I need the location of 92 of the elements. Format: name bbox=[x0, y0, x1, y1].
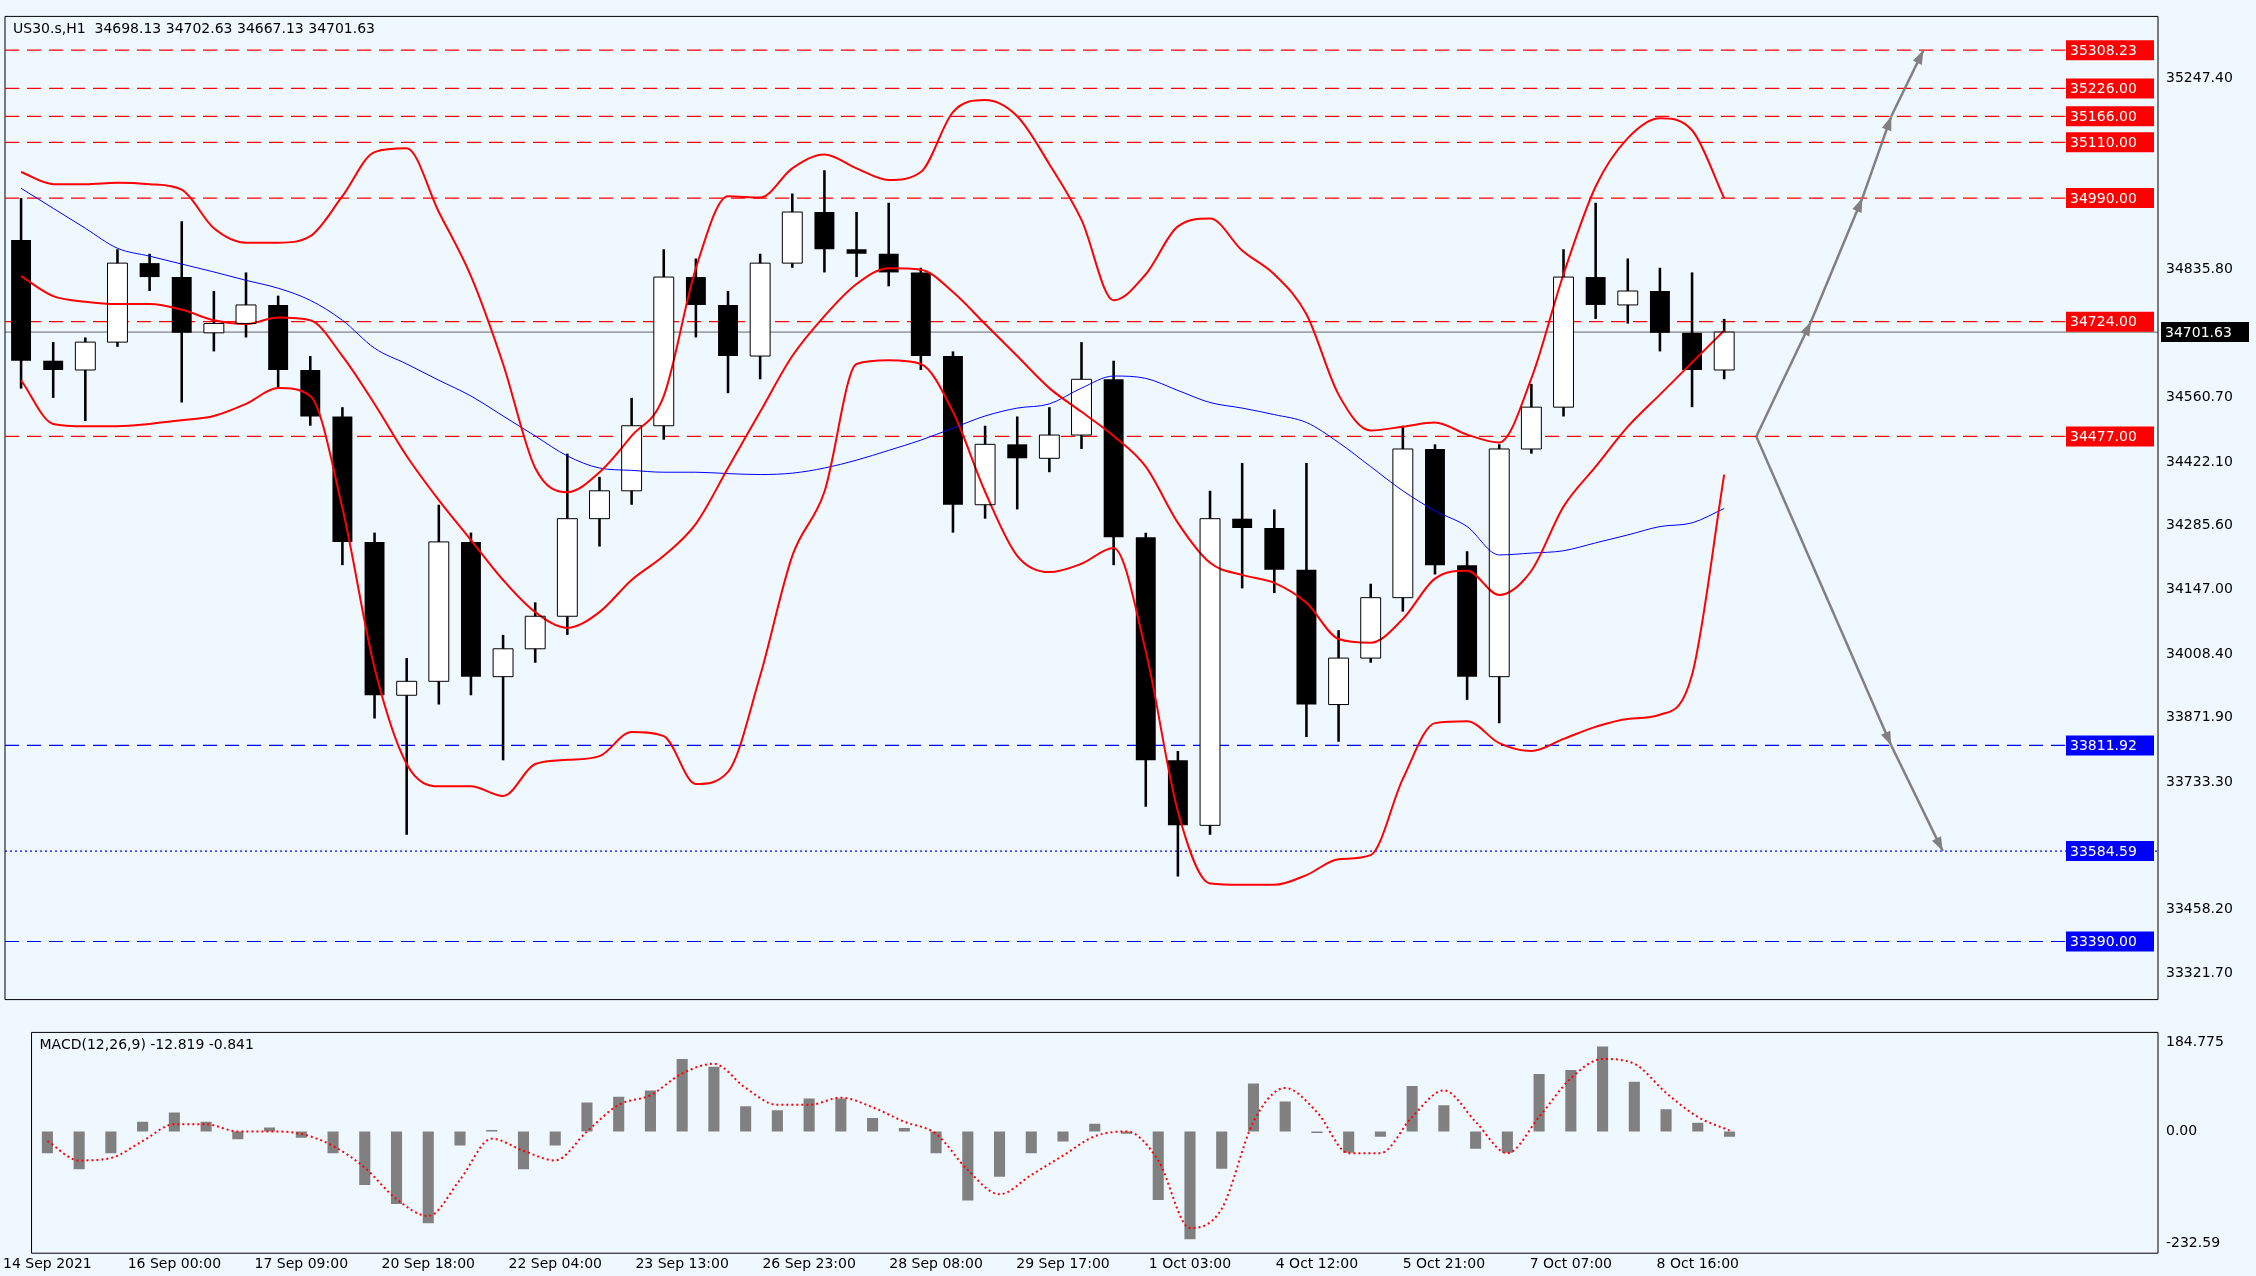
ref-line-label: 34701.63 bbox=[2165, 323, 2232, 340]
bar bbox=[390, 1131, 403, 1204]
y-tick-label: 33733.30 bbox=[2166, 772, 2233, 789]
ref-line-label: 33390.00 bbox=[2070, 933, 2137, 950]
bar bbox=[1152, 1131, 1164, 1201]
bar bbox=[549, 1131, 561, 1146]
bar bbox=[1343, 1131, 1355, 1153]
bar bbox=[1184, 1131, 1196, 1240]
x-tick-label: 1 Oct 03:00 bbox=[1148, 1255, 1232, 1272]
x-tick-label: 5 Oct 21:00 bbox=[1402, 1255, 1486, 1272]
y-tick-label: 34147.00 bbox=[2166, 580, 2233, 597]
y-tick-label: 35247.40 bbox=[2166, 69, 2233, 86]
bar bbox=[1533, 1073, 1545, 1132]
chart-title: US30.s,H1 34698.13 34702.63 34667.13 34701.63 bbox=[13, 20, 376, 37]
bar bbox=[1597, 1046, 1609, 1132]
bar bbox=[422, 1131, 434, 1224]
x-tick-label: 14 Sep 2021 bbox=[3, 1255, 92, 1272]
candlestick bbox=[846, 212, 867, 278]
x-tick-label: 7 Oct 07:00 bbox=[1529, 1255, 1613, 1272]
bar bbox=[1628, 1081, 1640, 1132]
x-tick-label: 29 Sep 17:00 bbox=[1016, 1255, 1110, 1272]
y-tick-label: 184.775 bbox=[2166, 1032, 2224, 1049]
x-tick-label: 28 Sep 08:00 bbox=[889, 1255, 983, 1272]
bar bbox=[41, 1131, 53, 1154]
bar bbox=[1438, 1105, 1450, 1132]
ref-line-label: 33811.92 bbox=[2070, 737, 2137, 754]
bar bbox=[994, 1131, 1006, 1177]
bar bbox=[1660, 1109, 1672, 1132]
bar bbox=[1470, 1131, 1482, 1149]
bar bbox=[803, 1098, 815, 1132]
bar bbox=[930, 1131, 942, 1154]
x-tick-label: 26 Sep 23:00 bbox=[762, 1255, 856, 1272]
bar bbox=[1692, 1122, 1704, 1132]
ref-line-label: 34990.00 bbox=[2070, 189, 2137, 206]
bar bbox=[581, 1102, 593, 1132]
bar bbox=[327, 1131, 339, 1154]
bar bbox=[1025, 1131, 1037, 1154]
y-tick-label: 34285.60 bbox=[2166, 516, 2233, 533]
bar bbox=[73, 1131, 85, 1170]
bar bbox=[105, 1131, 117, 1154]
x-tick-label: 20 Sep 18:00 bbox=[381, 1255, 475, 1272]
bar bbox=[1565, 1070, 1577, 1132]
y-tick-label: 34835.80 bbox=[2166, 260, 2233, 277]
bar bbox=[1057, 1131, 1069, 1142]
x-tick-label: 16 Sep 00:00 bbox=[127, 1255, 222, 1272]
x-tick-label: 17 Sep 09:00 bbox=[254, 1255, 349, 1272]
bar bbox=[517, 1131, 530, 1170]
bar bbox=[359, 1131, 371, 1186]
chart-title: MACD(12,26,9) -12.819 -0.841 bbox=[39, 1036, 254, 1053]
x-tick-label: 22 Sep 04:00 bbox=[508, 1255, 602, 1272]
bar bbox=[1247, 1083, 1260, 1132]
bar bbox=[454, 1131, 466, 1146]
y-tick-label: 34422.10 bbox=[2166, 452, 2233, 469]
bar bbox=[168, 1112, 180, 1132]
bar bbox=[1406, 1086, 1418, 1132]
bar bbox=[1501, 1131, 1513, 1153]
ref-line-label: 35110.00 bbox=[2070, 133, 2137, 150]
bar bbox=[644, 1090, 656, 1132]
bar bbox=[771, 1110, 783, 1132]
ref-line-label: 34477.00 bbox=[2070, 428, 2137, 445]
y-tick-label: 0.00 bbox=[2166, 1122, 2198, 1139]
ref-line-label: 35308.23 bbox=[2070, 41, 2137, 58]
line-series bbox=[46, 1057, 1731, 1230]
x-tick-label: 4 Oct 12:00 bbox=[1275, 1255, 1359, 1272]
y-tick-label: 34008.40 bbox=[2166, 644, 2233, 661]
y-tick-label: 33871.90 bbox=[2166, 708, 2233, 725]
candlestick bbox=[1007, 416, 1028, 510]
bar bbox=[708, 1066, 720, 1132]
bar bbox=[137, 1121, 149, 1132]
bar bbox=[613, 1096, 625, 1132]
bar bbox=[1723, 1131, 1736, 1137]
ref-line-label: 35226.00 bbox=[2070, 80, 2137, 97]
y-tick-label: 33321.70 bbox=[2166, 963, 2233, 980]
bar bbox=[867, 1117, 879, 1132]
y-tick-label: 34560.70 bbox=[2166, 388, 2233, 405]
line-series bbox=[20, 187, 1725, 556]
bar bbox=[962, 1131, 974, 1201]
y-tick-label: -232.59 bbox=[2166, 1234, 2221, 1251]
bar bbox=[1279, 1101, 1291, 1132]
ref-line-label: 33584.59 bbox=[2070, 842, 2137, 859]
bar bbox=[835, 1098, 847, 1132]
bar bbox=[740, 1106, 752, 1132]
ref-line-label: 35166.00 bbox=[2070, 107, 2137, 124]
y-tick-label: 33458.20 bbox=[2166, 900, 2233, 917]
bar bbox=[1089, 1123, 1101, 1132]
ref-line-label: 34724.00 bbox=[2070, 313, 2137, 330]
x-tick-label: 8 Oct 16:00 bbox=[1656, 1255, 1739, 1272]
x-tick-label: 23 Sep 13:00 bbox=[635, 1255, 729, 1272]
bar bbox=[232, 1131, 244, 1140]
bar bbox=[1216, 1131, 1228, 1169]
bar bbox=[676, 1058, 688, 1132]
bar bbox=[1374, 1131, 1386, 1137]
